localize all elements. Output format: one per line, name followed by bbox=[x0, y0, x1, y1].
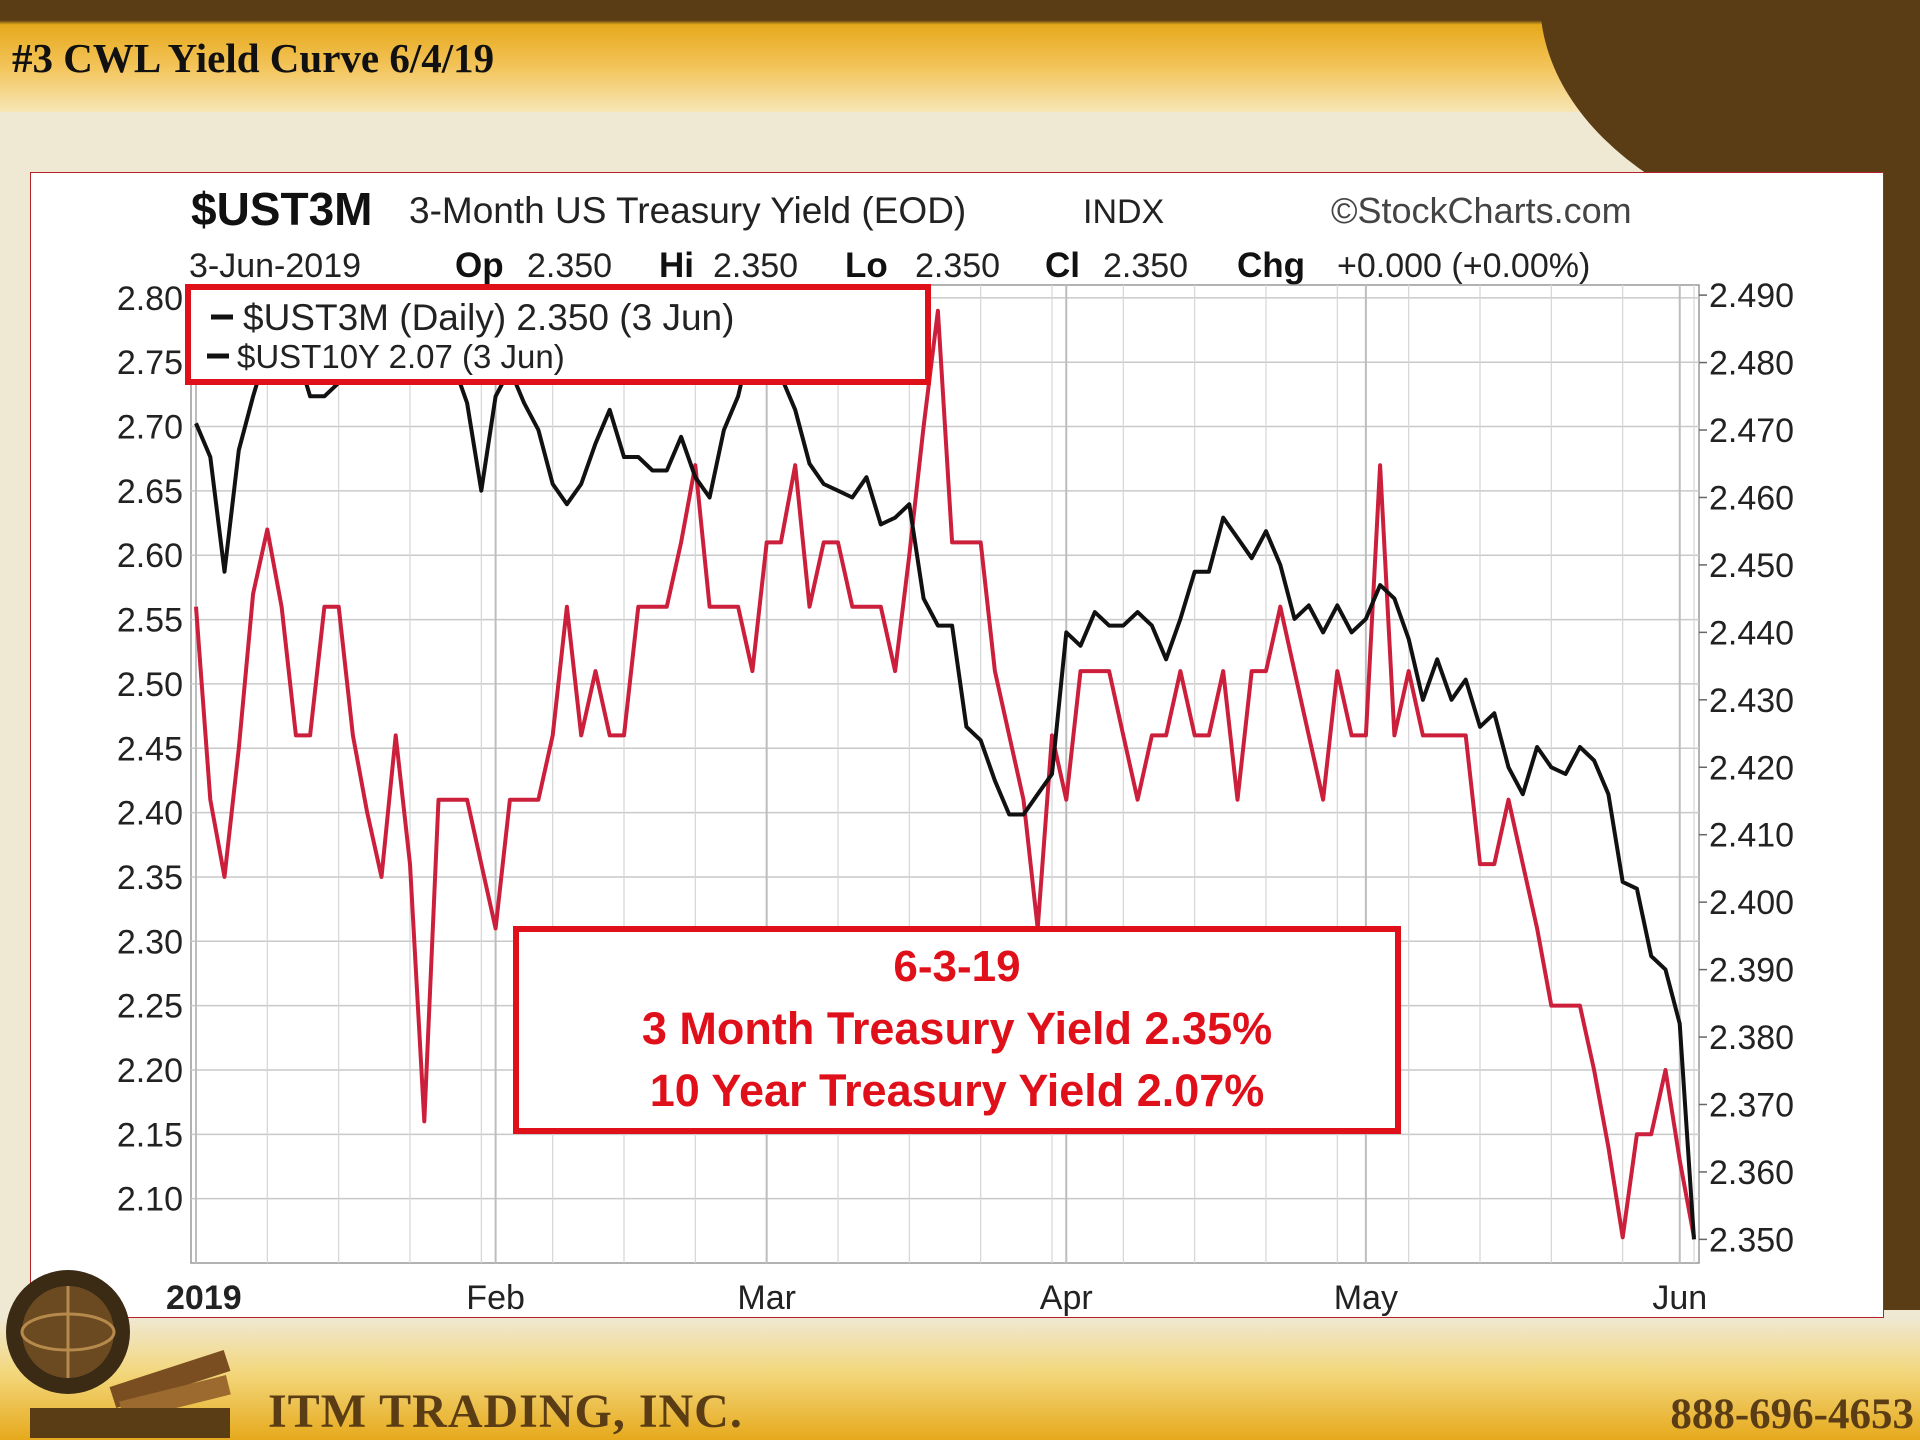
legend-entry-ust10y: $UST10Y 2.07 (3 Jun) bbox=[237, 338, 565, 375]
x-axis-tick: Mar bbox=[737, 1279, 796, 1317]
left-axis-tick: 2.50 bbox=[117, 666, 183, 704]
left-axis-tick: 2.60 bbox=[117, 537, 183, 575]
left-axis-tick: 2.15 bbox=[117, 1116, 183, 1154]
right-axis-tick: 2.390 bbox=[1709, 952, 1794, 990]
chart-index-label: INDX bbox=[1083, 193, 1164, 231]
cl-value: 2.350 bbox=[1103, 247, 1188, 285]
cl-label: Cl bbox=[1045, 246, 1080, 285]
left-axis-tick: 2.25 bbox=[117, 988, 183, 1026]
chart-header: $UST3M 3-Month US Treasury Yield (EOD) I… bbox=[189, 183, 1632, 285]
right-axis-tick: 2.400 bbox=[1709, 884, 1794, 922]
chg-value: +0.000 (+0.00%) bbox=[1337, 247, 1590, 285]
right-axis-tick: 2.350 bbox=[1709, 1221, 1794, 1259]
stockcharts-watermark: ©StockCharts.com bbox=[1331, 190, 1632, 231]
op-label: Op bbox=[455, 246, 504, 285]
left-axis-tick: 2.65 bbox=[117, 473, 183, 511]
chart-legend: $UST3M (Daily) 2.350 (3 Jun) $UST10Y 2.0… bbox=[185, 284, 931, 385]
annotation-frame bbox=[513, 926, 1401, 1134]
left-axis-tick: 2.10 bbox=[117, 1181, 183, 1219]
right-axis-tick: 2.440 bbox=[1709, 614, 1794, 652]
x-axis-tick: Feb bbox=[466, 1279, 525, 1317]
legend-entry-ust3m: $UST3M (Daily) 2.350 (3 Jun) bbox=[243, 297, 734, 338]
slide-title: #3 CWL Yield Curve 6/4/19 bbox=[12, 35, 495, 81]
annotation-10y-yield: 10 Year Treasury Yield 2.07% bbox=[650, 1065, 1265, 1116]
right-axis-tick: 2.450 bbox=[1709, 547, 1794, 585]
hi-value: 2.350 bbox=[713, 247, 798, 285]
hi-label: Hi bbox=[659, 246, 694, 285]
lo-value: 2.350 bbox=[915, 247, 1000, 285]
legend-highlight-box bbox=[185, 284, 931, 385]
lo-label: Lo bbox=[845, 246, 888, 285]
right-axis-tick: 2.460 bbox=[1709, 479, 1794, 517]
right-axis-tick: 2.430 bbox=[1709, 682, 1794, 720]
right-axis-tick: 2.410 bbox=[1709, 817, 1794, 855]
left-axis-tick: 2.75 bbox=[117, 344, 183, 382]
chart-symbol: $UST3M bbox=[191, 183, 372, 235]
op-value: 2.350 bbox=[527, 247, 612, 285]
left-axis-tick: 2.70 bbox=[117, 409, 183, 447]
right-axis-tick: 2.490 bbox=[1709, 277, 1794, 315]
right-axis-tick: 2.380 bbox=[1709, 1019, 1794, 1057]
x-axis-tick: Jun bbox=[1652, 1279, 1707, 1317]
annotation-3m-yield: 3 Month Treasury Yield 2.35% bbox=[642, 1003, 1272, 1054]
left-axis-tick: 2.45 bbox=[117, 730, 183, 768]
annotation-box: 6-3-19 3 Month Treasury Yield 2.35% 10 Y… bbox=[513, 926, 1401, 1134]
company-phone: 888-696-4653 bbox=[1670, 1391, 1914, 1438]
x-axis-tick: Apr bbox=[1040, 1279, 1093, 1317]
yield-chart: $UST3M 3-Month US Treasury Yield (EOD) I… bbox=[117, 183, 1794, 1317]
right-axis-tick: 2.370 bbox=[1709, 1086, 1794, 1124]
left-axis-tick: 2.20 bbox=[117, 1052, 183, 1090]
globe-books-logo bbox=[6, 1270, 231, 1438]
x-axis-tick: 2019 bbox=[166, 1279, 242, 1317]
right-axis-tick: 2.360 bbox=[1709, 1154, 1794, 1192]
series-line-ust10y bbox=[194, 308, 1696, 1240]
company-name: ITM TRADING, INC. bbox=[268, 1385, 743, 1438]
right-axis-tick: 2.420 bbox=[1709, 749, 1794, 787]
footer-band bbox=[0, 1318, 1920, 1440]
chart-panel: $UST3M 3-Month US Treasury Yield (EOD) I… bbox=[30, 172, 1884, 1318]
left-axis-tick: 2.80 bbox=[117, 280, 183, 318]
chart-description: 3-Month US Treasury Yield (EOD) bbox=[409, 190, 966, 231]
right-edge-decoration bbox=[1880, 180, 1920, 1310]
left-axis-tick: 2.40 bbox=[117, 795, 183, 833]
right-axis-tick: 2.470 bbox=[1709, 412, 1794, 450]
left-axis-tick: 2.35 bbox=[117, 859, 183, 897]
annotation-date: 6-3-19 bbox=[893, 942, 1020, 991]
left-axis-tick: 2.30 bbox=[117, 923, 183, 961]
left-axis-tick: 2.55 bbox=[117, 602, 183, 640]
chg-label: Chg bbox=[1237, 246, 1305, 285]
chart-axes: 2.80 2.75 2.70 2.65 2.60 2.55 2.50 2.45 2.40 2.35… bbox=[117, 277, 1794, 1317]
quote-date: 3-Jun-2019 bbox=[189, 247, 361, 285]
right-axis-tick: 2.480 bbox=[1709, 345, 1794, 383]
x-axis-tick: May bbox=[1334, 1279, 1398, 1317]
